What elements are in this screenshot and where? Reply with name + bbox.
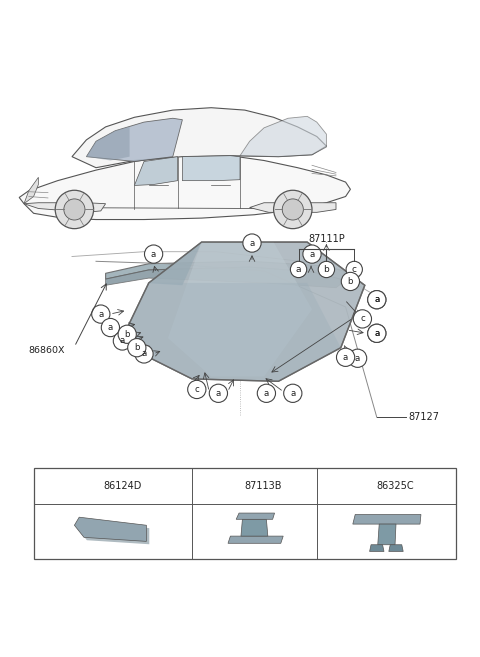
Text: b: b	[134, 343, 140, 352]
Text: a: a	[98, 309, 103, 319]
Circle shape	[257, 384, 276, 403]
Text: c: c	[360, 315, 365, 323]
Polygon shape	[370, 545, 384, 551]
Polygon shape	[86, 127, 130, 160]
Polygon shape	[24, 203, 106, 212]
Polygon shape	[24, 177, 38, 204]
Circle shape	[209, 384, 228, 403]
Circle shape	[135, 345, 153, 363]
Circle shape	[101, 319, 120, 336]
Polygon shape	[86, 118, 182, 162]
Text: 87113B: 87113B	[245, 481, 282, 491]
Polygon shape	[389, 545, 403, 551]
Text: b: b	[124, 330, 130, 339]
Circle shape	[368, 290, 386, 309]
Circle shape	[64, 199, 85, 220]
Text: 86325C: 86325C	[377, 481, 414, 491]
Text: a: a	[290, 389, 295, 397]
Circle shape	[118, 325, 136, 344]
Polygon shape	[378, 524, 396, 545]
Polygon shape	[106, 267, 346, 288]
Circle shape	[353, 310, 372, 328]
Polygon shape	[236, 513, 275, 519]
Text: 87111P: 87111P	[308, 235, 345, 244]
Circle shape	[55, 191, 94, 229]
Circle shape	[368, 290, 386, 309]
Polygon shape	[134, 156, 178, 185]
Text: a: a	[250, 238, 254, 248]
Polygon shape	[353, 514, 421, 524]
Polygon shape	[241, 519, 268, 536]
Circle shape	[92, 305, 110, 323]
Circle shape	[318, 261, 335, 278]
Circle shape	[368, 324, 386, 342]
Polygon shape	[106, 261, 360, 281]
Text: b: b	[348, 277, 353, 286]
Text: a: a	[374, 328, 379, 338]
Text: a: a	[310, 250, 314, 259]
Circle shape	[76, 478, 92, 493]
Circle shape	[284, 384, 302, 403]
Circle shape	[282, 199, 303, 220]
Polygon shape	[120, 242, 365, 381]
Circle shape	[188, 380, 206, 399]
Polygon shape	[19, 155, 350, 219]
Polygon shape	[240, 116, 326, 156]
Text: a: a	[374, 295, 379, 304]
Text: a: a	[374, 295, 379, 304]
Text: c: c	[355, 481, 360, 490]
Polygon shape	[77, 520, 149, 544]
Circle shape	[290, 261, 307, 278]
FancyBboxPatch shape	[34, 468, 456, 559]
Circle shape	[336, 348, 355, 367]
Circle shape	[348, 349, 367, 367]
Circle shape	[144, 245, 163, 263]
Circle shape	[274, 191, 312, 229]
Text: a: a	[216, 389, 221, 397]
Polygon shape	[74, 517, 146, 541]
Text: a: a	[296, 265, 301, 274]
Circle shape	[128, 338, 146, 357]
Text: 86124D: 86124D	[103, 481, 142, 491]
Text: a: a	[355, 353, 360, 363]
Circle shape	[368, 324, 386, 342]
Text: b: b	[223, 481, 228, 490]
Polygon shape	[72, 108, 326, 168]
Text: a: a	[120, 336, 125, 346]
Circle shape	[341, 273, 360, 290]
Circle shape	[218, 478, 233, 493]
Text: a: a	[264, 389, 269, 397]
Text: a: a	[108, 323, 113, 332]
Text: a: a	[142, 350, 146, 359]
Circle shape	[113, 332, 132, 350]
Circle shape	[346, 261, 362, 278]
Text: a: a	[82, 481, 86, 490]
Polygon shape	[250, 203, 336, 212]
Text: 87127: 87127	[408, 413, 439, 422]
Text: c: c	[194, 385, 199, 394]
Circle shape	[243, 234, 261, 252]
Polygon shape	[228, 536, 283, 543]
Polygon shape	[182, 156, 240, 181]
Polygon shape	[168, 242, 312, 376]
Polygon shape	[144, 242, 202, 285]
Text: b: b	[324, 265, 329, 274]
Text: a: a	[343, 353, 348, 362]
Text: 86860X: 86860X	[28, 346, 65, 355]
Text: c: c	[352, 265, 357, 274]
Text: a: a	[151, 250, 156, 259]
Circle shape	[303, 245, 321, 263]
Polygon shape	[120, 283, 341, 381]
Circle shape	[350, 478, 365, 493]
Text: a: a	[374, 328, 379, 338]
